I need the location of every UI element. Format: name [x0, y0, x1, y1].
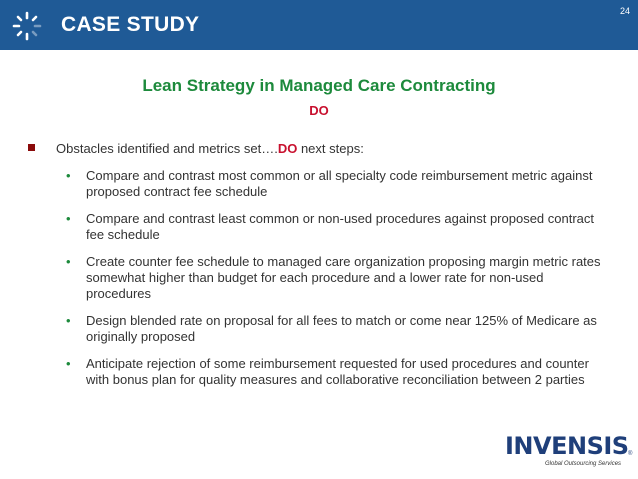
bullet-dot-icon: •: [66, 356, 71, 371]
brand-tagline: Global Outsourcing Services: [545, 461, 622, 467]
slide-title: Lean Strategy in Managed Care Contractin…: [142, 76, 496, 95]
brand-name: INVENSIS: [505, 432, 629, 460]
list-item: • Compare and contrast least common or n…: [64, 211, 604, 243]
square-bullet-icon: [28, 144, 35, 151]
main-bullet-prefix: Obstacles identified and metrics set….: [56, 141, 278, 156]
list-item-text: Compare and contrast least common or non…: [86, 211, 595, 242]
main-bullet-highlight: DO: [277, 141, 298, 156]
page-number: 24: [619, 6, 630, 16]
bullet-dot-icon: •: [66, 168, 71, 183]
main-bullet-text: Obstacles identified and metrics set….DO…: [56, 141, 364, 156]
list-item: • Compare and contrast most common or al…: [64, 168, 604, 200]
brand-registered-mark: ®: [628, 451, 633, 457]
sub-bullet-list: • Compare and contrast most common or al…: [64, 168, 604, 399]
list-item-text: Create counter fee schedule to managed c…: [86, 254, 601, 301]
bullet-dot-icon: •: [66, 211, 71, 226]
bullet-dot-icon: •: [66, 254, 71, 269]
bullet-dot-icon: •: [66, 313, 71, 328]
list-item-text: Compare and contrast most common or all …: [86, 168, 593, 199]
list-item: • Design blended rate on proposal for al…: [64, 313, 604, 345]
list-item-text: Anticipate rejection of some reimburseme…: [86, 356, 589, 387]
brand-logo: INVENSIS ® Global Outsourcing Services: [505, 432, 633, 472]
section-label: DO: [309, 103, 329, 118]
list-item: • Anticipate rejection of some reimburse…: [64, 356, 604, 388]
header-title: CASE STUDY: [61, 13, 200, 36]
list-item-text: Design blended rate on proposal for all …: [86, 313, 597, 344]
list-item: • Create counter fee schedule to managed…: [64, 254, 604, 302]
header-bar: CASE STUDY 24: [0, 0, 638, 50]
spinner-icon: [12, 11, 42, 41]
main-bullet-suffix: next steps:: [297, 141, 364, 156]
